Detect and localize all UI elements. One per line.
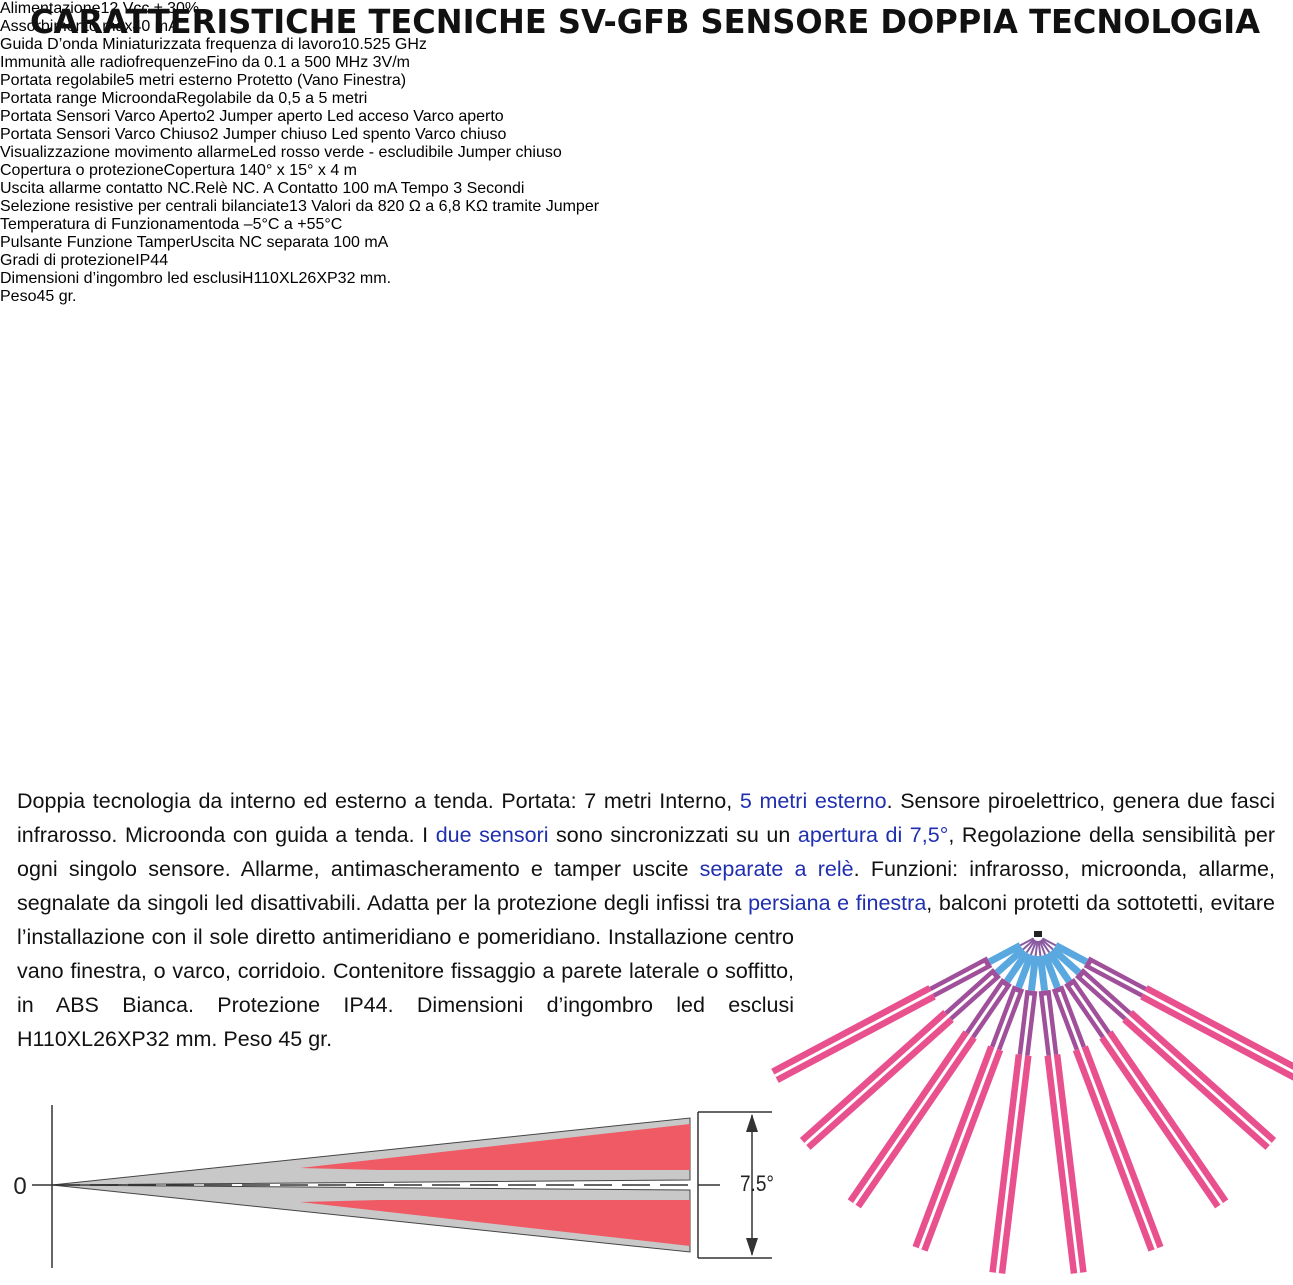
spec-value: 13 Valori da 820 Ω a 6,8 KΩ tramite Jump… bbox=[289, 198, 600, 215]
spec-label: Pulsante Funzione Tamper bbox=[0, 234, 191, 251]
spec-value: Fino da 0.1 a 500 MHz 3V/m bbox=[206, 54, 410, 71]
spec-label: Guida D’onda Miniaturizzata frequenza di… bbox=[0, 36, 342, 53]
spec-value: IP44 bbox=[135, 252, 169, 269]
spec-row: Assorbimento max40 mA bbox=[0, 18, 1293, 36]
text-run: Doppia tecnologia da interno ed esterno … bbox=[17, 789, 740, 813]
spec-label: Immunità alle radiofrequenze bbox=[0, 54, 207, 71]
spec-value: H110XL26XP32 mm. bbox=[241, 270, 392, 287]
title: CARATTERISTICHE TECNICHE SV-GFB SENSORE … bbox=[30, 2, 1260, 41]
spec-row: Peso45 gr. bbox=[0, 288, 1293, 306]
spec-row: Uscita allarme contatto NC.Relè NC. A Co… bbox=[0, 180, 1293, 198]
angle-label: 7.5° bbox=[740, 1171, 774, 1196]
spec-label: Copertura o protezione bbox=[0, 162, 164, 179]
spec-label: Portata regolabile bbox=[0, 72, 126, 89]
spec-label: Gradi di protezione bbox=[0, 252, 136, 269]
text-run: sono sincronizzati su un bbox=[548, 823, 798, 847]
spacer bbox=[794, 920, 1276, 1120]
text-run: . Sensore piroelettrico, genera due fasc… bbox=[17, 789, 1275, 847]
spec-row: Visualizzazione movimento allarmeLed ros… bbox=[0, 144, 1293, 162]
spec-row: Dimensioni d’ingombro led esclusiH110XL2… bbox=[0, 270, 1293, 288]
spec-row: Guida D’onda Miniaturizzata frequenza di… bbox=[0, 36, 1293, 54]
spec-row: Temperatura di Funzionamentoda –5°C a +5… bbox=[0, 216, 1293, 234]
spec-value: 2 Jumper aperto Led acceso Varco aperto bbox=[206, 108, 504, 125]
side-view: 0 7.5° bbox=[13, 1105, 774, 1268]
spec-label: Uscita allarme contatto NC. bbox=[0, 180, 195, 197]
spec-value: Led rosso verde - escludibile Jumper chi… bbox=[249, 144, 562, 161]
spec-label: Portata range Microonda bbox=[0, 90, 177, 107]
spec-value: 5 metri esterno Protetto (Vano Finestra) bbox=[125, 72, 407, 89]
spec-row: Gradi di protezioneIP44 bbox=[0, 252, 1293, 270]
description: Doppia tecnologia da interno ed esterno … bbox=[17, 784, 1276, 1120]
spec-label: Dimensioni d’ingombro led esclusi bbox=[0, 270, 242, 287]
spec-row: Immunità alle radiofrequenzeFino da 0.1 … bbox=[0, 54, 1293, 72]
spec-value: Regolabile da 0,5 a 5 metri bbox=[176, 90, 368, 107]
spec-row: Pulsante Funzione TamperUscita NC separa… bbox=[0, 234, 1293, 252]
spec-label: Portata Sensori Varco Aperto bbox=[0, 108, 207, 125]
spec-value: 12 Vcc ± 30% bbox=[100, 0, 200, 17]
spec-row: Portata Sensori Varco Chiuso2 Jumper chi… bbox=[0, 126, 1293, 144]
spec-row: Portata Sensori Varco Aperto2 Jumper ape… bbox=[0, 108, 1293, 126]
spec-value: Uscita NC separata 100 mA bbox=[190, 234, 389, 251]
spec-label: Peso bbox=[0, 288, 37, 305]
spec-value: 45 gr. bbox=[36, 288, 77, 305]
link-text: 5 metri esterno bbox=[739, 789, 887, 813]
spec-label: Assorbimento max bbox=[0, 18, 133, 35]
spec-row: Alimentazione12 Vcc ± 30% bbox=[0, 0, 1293, 18]
text-run: , balconi protetti da sottotetti, evitar… bbox=[17, 891, 1275, 1051]
link-text: separate a relè bbox=[699, 857, 854, 881]
spec-value: Copertura 140° x 15° x 4 m bbox=[163, 162, 357, 179]
spec-row: Copertura o protezioneCopertura 140° x 1… bbox=[0, 162, 1293, 180]
spec-value: 40 mA bbox=[132, 18, 179, 35]
text-run: . Funzioni: infrarosso, microonda, allar… bbox=[17, 857, 1275, 915]
spec-value: Relè NC. A Contatto 100 mA Tempo 3 Secon… bbox=[194, 180, 525, 197]
spec-row: Portata range MicroondaRegolabile da 0,5… bbox=[0, 90, 1293, 108]
spec-label: Alimentazione bbox=[0, 0, 101, 17]
origin-label: 0 bbox=[13, 1173, 26, 1200]
spec-table: Alimentazione12 Vcc ± 30% Assorbimento ma… bbox=[0, 0, 1293, 306]
spec-value: da –5°C a +55°C bbox=[221, 216, 343, 233]
spec-label: Visualizzazione movimento allarme bbox=[0, 144, 250, 161]
spec-label: Temperatura di Funzionamento bbox=[0, 216, 222, 233]
spec-row: Portata regolabile5 metri esterno Protet… bbox=[0, 72, 1293, 90]
spec-label: Portata Sensori Varco Chiuso bbox=[0, 126, 210, 143]
spec-row: Selezione resistive per centrali bilanci… bbox=[0, 198, 1293, 216]
spacer bbox=[1275, 784, 1276, 920]
title-area: CARATTERISTICHE TECNICHE SV-GFB SENSORE … bbox=[30, 2, 1260, 41]
link-text: apertura di 7,5° bbox=[797, 823, 949, 847]
link-text: persiana e finestra bbox=[748, 891, 927, 915]
spec-value: 10.525 GHz bbox=[341, 36, 427, 53]
link-text: due sensori bbox=[435, 823, 549, 847]
spec-label: Selezione resistive per centrali bilanci… bbox=[0, 198, 290, 215]
text-run: , Regolazione della sensibilità per ogni… bbox=[17, 823, 1276, 881]
spec-value: 2 Jumper chiuso Led spento Varco chiuso bbox=[209, 126, 507, 143]
